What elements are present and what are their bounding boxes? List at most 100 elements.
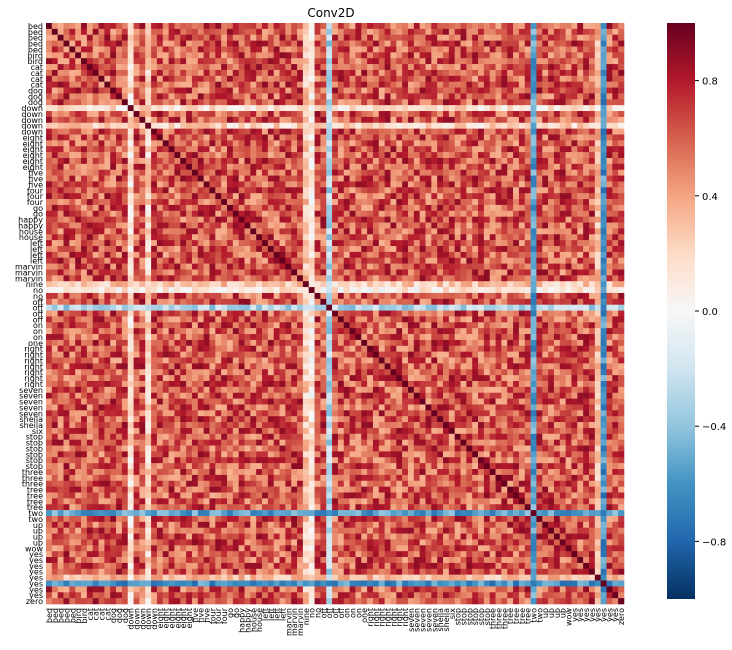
- heatmap-cell: [297, 263, 304, 270]
- heatmap-cell: [98, 287, 105, 294]
- heatmap-cell: [501, 222, 508, 229]
- heatmap-cell: [553, 75, 561, 82]
- heatmap-cell: [297, 140, 304, 147]
- heatmap-cell: [285, 34, 292, 41]
- heatmap-cell: [314, 116, 321, 124]
- heatmap-cell: [308, 34, 315, 41]
- heatmap-cell: [583, 187, 590, 194]
- heatmap-cell: [542, 122, 549, 129]
- heatmap-cell: [407, 116, 415, 124]
- heatmap-cell: [454, 234, 461, 241]
- heatmap-cell: [548, 204, 555, 212]
- heatmap-cell: [226, 216, 234, 223]
- heatmap-cell: [297, 222, 304, 229]
- heatmap-cell: [133, 292, 140, 300]
- heatmap-cell: [372, 87, 380, 94]
- heatmap-cell: [536, 99, 543, 106]
- heatmap-cell: [209, 199, 216, 206]
- heatmap-cell: [536, 234, 543, 241]
- heatmap-cell: [244, 175, 251, 182]
- heatmap-cell: [588, 169, 596, 176]
- heatmap-cell: [279, 193, 286, 200]
- heatmap-cell: [203, 157, 210, 165]
- heatmap-cell: [618, 116, 625, 124]
- heatmap-cell: [378, 146, 385, 153]
- heatmap-cell: [513, 34, 520, 41]
- heatmap-cell: [583, 34, 590, 41]
- heatmap-cell: [215, 222, 222, 229]
- heatmap-cell: [209, 69, 216, 77]
- heatmap-cell: [174, 187, 181, 194]
- heatmap-cell: [390, 40, 397, 47]
- heatmap-cell: [530, 163, 537, 171]
- heatmap-cell: [244, 304, 251, 311]
- heatmap-cell: [98, 128, 105, 135]
- heatmap-cell: [151, 128, 158, 135]
- heatmap-cell: [238, 23, 245, 30]
- heatmap-cell: [618, 204, 625, 212]
- heatmap-cell: [121, 298, 129, 305]
- heatmap-cell: [86, 222, 94, 229]
- heatmap-cell: [244, 134, 251, 141]
- heatmap-cell: [174, 52, 181, 59]
- heatmap-cell: [262, 99, 269, 106]
- heatmap-cell: [594, 199, 601, 206]
- heatmap-cell: [542, 251, 549, 259]
- heatmap-cell: [139, 75, 146, 82]
- heatmap-cell: [279, 240, 286, 247]
- heatmap-cell: [256, 228, 263, 235]
- heatmap-cell: [51, 34, 58, 41]
- heatmap-cell: [92, 64, 99, 71]
- heatmap-cell: [530, 298, 537, 305]
- heatmap-cell: [104, 275, 111, 282]
- heatmap-cell: [425, 23, 432, 30]
- heatmap-cell: [285, 193, 292, 200]
- heatmap-cell: [460, 240, 467, 247]
- heatmap-cell: [145, 316, 152, 323]
- heatmap-cell: [98, 234, 105, 241]
- heatmap-cell: [407, 257, 415, 264]
- heatmap-cell: [273, 263, 280, 270]
- heatmap-cell: [332, 23, 339, 30]
- heatmap-cell: [443, 46, 450, 53]
- heatmap-cell: [536, 122, 543, 129]
- heatmap-cell: [314, 216, 321, 223]
- heatmap-cell: [612, 281, 619, 288]
- heatmap-cell: [524, 87, 531, 94]
- heatmap-cell: [145, 111, 152, 118]
- heatmap-cell: [232, 28, 239, 36]
- heatmap-cell: [419, 111, 426, 118]
- heatmap-cell: [448, 23, 455, 30]
- heatmap-cell: [86, 228, 94, 235]
- heatmap-cell: [162, 204, 169, 212]
- heatmap-cell: [81, 298, 88, 305]
- heatmap-cell: [431, 210, 438, 217]
- heatmap-cell: [390, 234, 397, 241]
- heatmap-cell: [559, 87, 566, 94]
- heatmap-cell: [75, 58, 82, 65]
- heatmap-cell: [156, 58, 164, 65]
- heatmap-cell: [127, 64, 134, 71]
- heatmap-cell: [361, 69, 368, 77]
- heatmap-cell: [75, 246, 82, 253]
- heatmap-cell: [244, 204, 251, 212]
- heatmap-cell: [262, 52, 269, 59]
- heatmap-cell: [81, 263, 88, 270]
- heatmap-cell: [238, 210, 245, 217]
- heatmap-cell: [378, 52, 385, 59]
- heatmap-cell: [559, 175, 566, 182]
- heatmap-cell: [583, 246, 590, 253]
- heatmap-cell: [419, 257, 426, 264]
- heatmap-cell: [46, 316, 53, 323]
- heatmap-cell: [162, 64, 169, 71]
- heatmap-cell: [384, 246, 391, 253]
- heatmap-cell: [273, 275, 280, 282]
- heatmap-cell: [226, 204, 234, 212]
- heatmap-cell: [151, 23, 158, 30]
- heatmap-cell: [203, 181, 210, 188]
- heatmap-cell: [606, 246, 613, 253]
- heatmap-cell: [612, 257, 619, 264]
- heatmap-cell: [267, 152, 274, 159]
- heatmap-cell: [174, 152, 181, 159]
- heatmap-cell: [588, 128, 596, 135]
